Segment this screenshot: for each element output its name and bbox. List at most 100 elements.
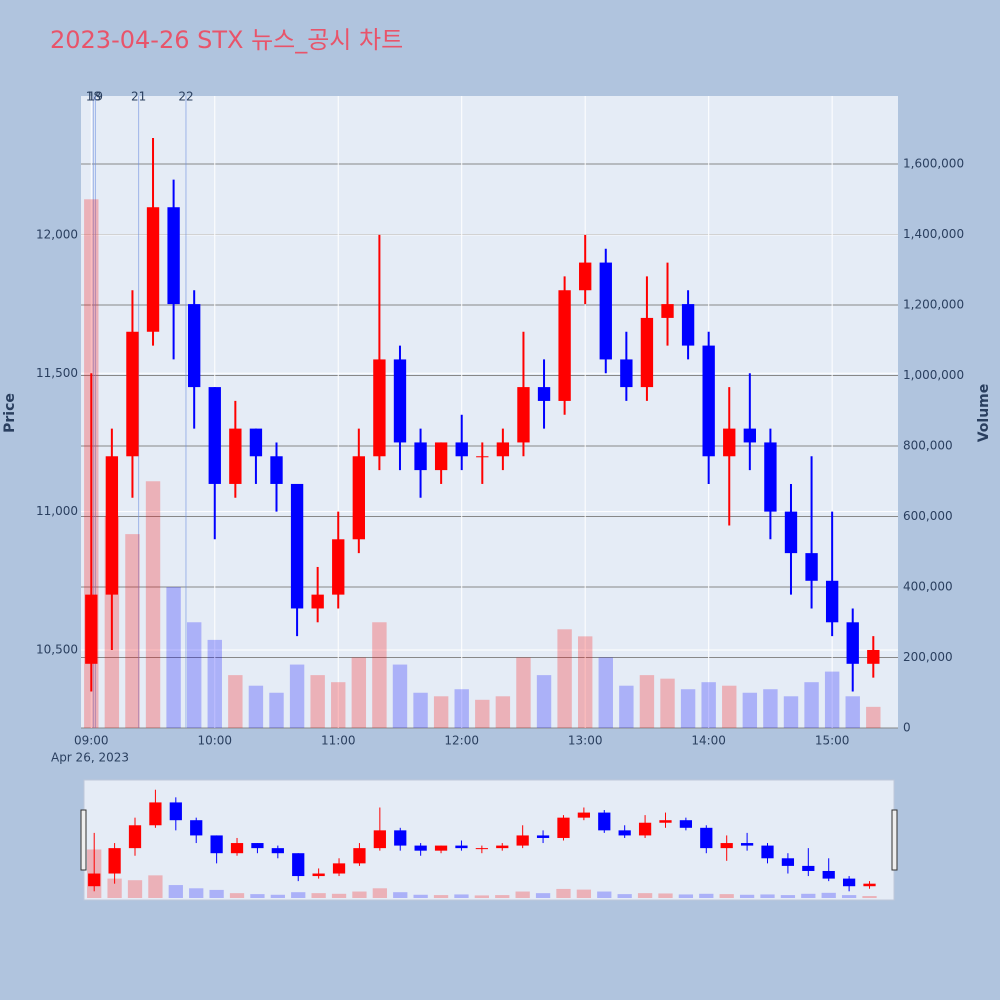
y2-tick-label: 400,000	[903, 580, 953, 594]
volume-bar	[742, 692, 758, 728]
slider-volume-bar	[474, 895, 489, 898]
slider-volume-bar	[862, 896, 877, 898]
slider-candle-body	[251, 843, 264, 849]
slider-candle-body	[312, 873, 325, 877]
x-tick-label: 13:00	[568, 734, 603, 748]
slider-volume-bar	[576, 889, 592, 898]
slider-candle-body	[332, 863, 346, 874]
slider-volume-bar	[739, 894, 755, 898]
candle-body	[476, 456, 489, 458]
volume-bar	[619, 685, 634, 728]
slider-candle-body	[230, 843, 244, 854]
y2-axis-title: Volume	[976, 384, 992, 443]
news-label: 18	[86, 90, 101, 104]
volume-bar	[639, 675, 655, 728]
volume-bar	[598, 657, 613, 728]
slider-candle-body	[128, 825, 142, 849]
slider-candle-body	[516, 835, 529, 846]
volume-bar	[824, 671, 840, 728]
slider-volume-bar	[454, 894, 469, 898]
y2-tick-label: 1,000,000	[903, 368, 964, 382]
slider-volume-bar	[189, 888, 204, 898]
slider-candle-body	[761, 845, 774, 859]
volume-bar	[186, 622, 202, 728]
y-tick-label: 10,500	[36, 642, 78, 656]
x-tick-label: 15:00	[815, 734, 850, 748]
candle-body	[743, 428, 757, 443]
x-tick-label: 12:00	[444, 734, 479, 748]
slider-candle-body	[496, 845, 509, 849]
volume-bar	[145, 481, 161, 728]
volume-bar	[289, 664, 305, 728]
slider-volume-bar	[515, 891, 530, 898]
x-tick-label: 10:00	[197, 734, 232, 748]
slider-candle-body	[720, 843, 733, 849]
x-date-label: Apr 26, 2023	[51, 751, 129, 765]
candle-body	[537, 387, 551, 401]
slider-candle-body	[88, 873, 101, 887]
slider-candle-body	[577, 812, 590, 818]
slider-volume-bar	[597, 891, 612, 898]
slider-volume-bar	[535, 893, 551, 898]
volume-bar	[577, 636, 593, 728]
candle-body	[805, 553, 818, 581]
range-handle-right	[891, 809, 898, 871]
y2-tick-label: 600,000	[903, 509, 953, 523]
volume-bar	[536, 675, 552, 728]
slider-candle-body	[536, 835, 550, 838]
candle-body	[290, 483, 304, 609]
y-axis-title: Price	[2, 393, 18, 433]
slider-volume-bar	[352, 891, 367, 898]
plot-area	[81, 96, 898, 728]
slider-volume-bar	[393, 892, 408, 898]
volume-bar	[166, 587, 181, 728]
candle-body	[434, 442, 448, 471]
volume-bar	[351, 657, 367, 728]
volume-bar	[804, 682, 819, 728]
slider-volume-bar	[270, 894, 285, 898]
volume-bar	[722, 685, 737, 728]
candle-body	[702, 345, 715, 457]
y-tick-label: 12,000	[36, 227, 78, 241]
range-slider	[83, 779, 895, 901]
candle-body	[270, 456, 283, 484]
slider-candle-body	[679, 820, 693, 828]
slider-candle-body	[271, 848, 284, 854]
volume-bar	[207, 639, 222, 728]
slider-volume-bar	[760, 894, 775, 898]
candle-body	[846, 622, 859, 664]
y-tick-label: 11,000	[36, 504, 78, 518]
volume-bar	[331, 682, 346, 728]
candle-body	[146, 207, 160, 332]
candle-body	[579, 262, 592, 291]
slider-volume-bar	[311, 893, 326, 898]
range-handle-left	[80, 809, 87, 871]
slider-volume-bar	[168, 885, 183, 898]
candle-body	[867, 649, 880, 664]
slider-volume-bar	[801, 893, 816, 898]
slider-volume-bar	[148, 875, 163, 898]
candle-body	[105, 456, 119, 595]
slider-volume-bar	[699, 893, 714, 898]
volume-bar	[845, 696, 860, 728]
candle-body	[825, 580, 839, 623]
slider-candle-body	[353, 848, 366, 864]
x-tick-label: 11:00	[321, 734, 356, 748]
slider-candle-body	[700, 827, 713, 849]
slider-candle-body	[292, 853, 305, 877]
slider-volume-bar	[250, 894, 265, 898]
candle-body	[249, 428, 263, 457]
slider-candle-body	[740, 843, 754, 846]
volume-bar	[310, 675, 325, 728]
candle-body	[167, 207, 180, 305]
slider-candle-body	[149, 802, 162, 826]
volume-bar	[228, 675, 243, 728]
candle-body	[229, 428, 242, 484]
volume-bar	[475, 699, 490, 728]
volume-bar	[866, 706, 881, 728]
volume-bar	[392, 664, 408, 728]
candle-body	[455, 442, 468, 457]
candle-body	[311, 594, 324, 609]
slider-candle-body	[618, 830, 631, 836]
y2-tick-label: 0	[903, 721, 911, 735]
